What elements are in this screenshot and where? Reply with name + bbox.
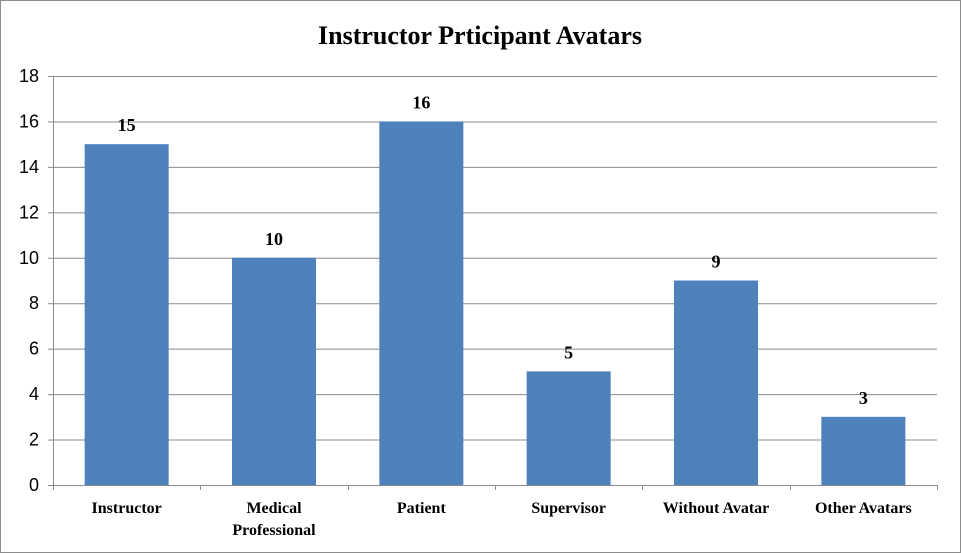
- data-labels: 15 10 16 5 9 3: [118, 92, 868, 407]
- y-axis-ticks: 0 2 4 6 8 10 12 14 16 18: [19, 66, 39, 495]
- y-tick-label-12: 12: [19, 202, 39, 222]
- data-label-4: 9: [712, 252, 721, 272]
- gridlines: [48, 76, 937, 486]
- axes: [53, 76, 938, 490]
- category-label-line: Professional: [232, 522, 316, 539]
- data-label-0: 15: [118, 115, 136, 135]
- y-tick-label-2: 2: [29, 430, 39, 450]
- category-label-3: Supervisor: [531, 500, 606, 517]
- category-label-line: Other Avatars: [815, 500, 912, 517]
- category-label-5: Other Avatars: [815, 500, 912, 517]
- y-tick-label-18: 18: [19, 66, 39, 86]
- y-tick-label-8: 8: [29, 293, 39, 313]
- bar-5: [821, 416, 906, 485]
- bar-4: [674, 280, 758, 485]
- category-label-1: Medical Professional: [232, 500, 316, 539]
- y-tick-label-4: 4: [29, 384, 39, 404]
- category-label-0: Instructor: [92, 500, 162, 517]
- bar-2: [379, 121, 464, 485]
- data-label-1: 10: [265, 229, 283, 249]
- y-tick-label-6: 6: [29, 339, 39, 359]
- category-label-line: Supervisor: [531, 500, 606, 517]
- y-tick-label-16: 16: [19, 111, 39, 131]
- x-axis-categories: Instructor Medical Professional Patient Supe…: [92, 500, 912, 539]
- category-label-line: Medical: [246, 500, 302, 517]
- y-tick-label-14: 14: [19, 157, 39, 177]
- bar-0: [84, 144, 169, 485]
- bar-1: [232, 257, 316, 485]
- data-label-3: 5: [564, 342, 573, 362]
- y-tick-label-10: 10: [19, 248, 39, 268]
- category-label-line: Patient: [397, 500, 447, 517]
- chart-title: Instructor Prticipant Avatars: [318, 21, 642, 50]
- y-tick-label-0: 0: [29, 475, 39, 495]
- bar-3: [526, 371, 611, 485]
- data-label-5: 3: [859, 388, 868, 408]
- category-label-2: Patient: [397, 500, 447, 517]
- bars: [84, 121, 906, 485]
- category-label-line: Instructor: [92, 500, 162, 517]
- category-label-4: Without Avatar: [663, 500, 770, 517]
- category-label-line: Without Avatar: [663, 500, 770, 517]
- data-label-2: 16: [412, 92, 430, 112]
